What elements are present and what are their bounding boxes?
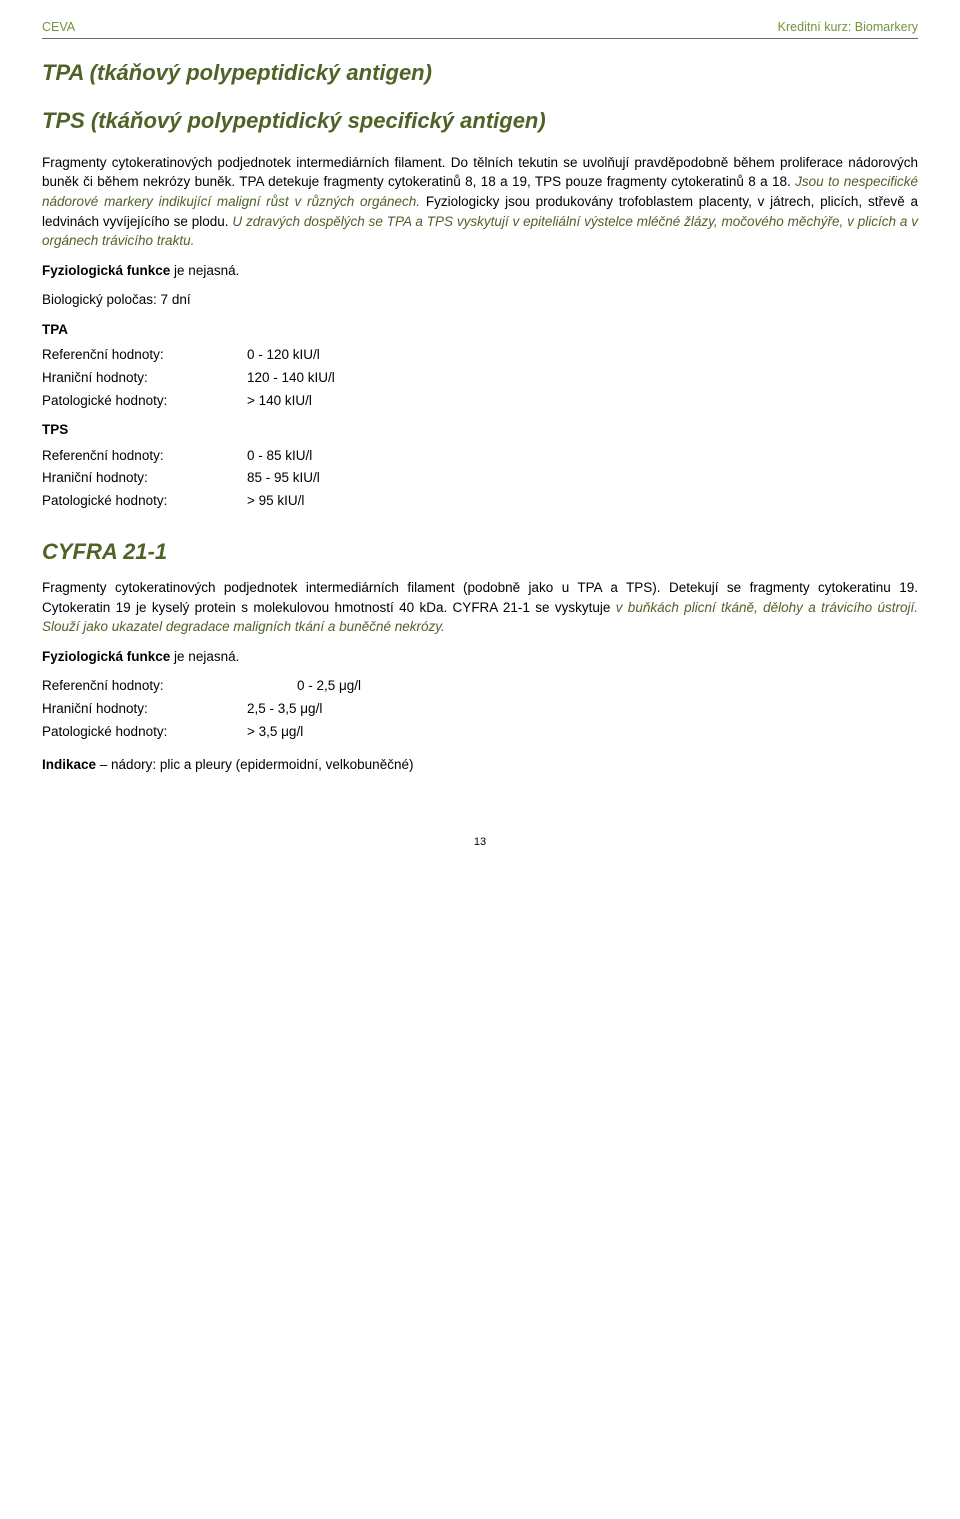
fyz-bold-1: Fyziologická funkce: [42, 263, 170, 278]
tps-ref-row: Referenční hodnoty: 0 - 85 kIU/l: [42, 446, 918, 466]
ind-rest: – nádory: plic a pleury (epidermoidní, v…: [96, 757, 413, 772]
page-number: 13: [42, 835, 918, 851]
section-title-cyfra: CYFRA 21-1: [42, 536, 918, 568]
tpa-pat-label: Patologické hodnoty:: [42, 391, 247, 411]
p1-text-a: Fragmenty cytokeratinových podjednotek i…: [42, 155, 918, 190]
tpa-ref-value: 0 - 120 kIU/l: [247, 345, 320, 365]
bio-polocas: Biologický poločas: 7 dní: [42, 290, 918, 310]
section1-paragraph: Fragmenty cytokeratinových podjednotek i…: [42, 153, 918, 251]
tpa-values: Referenční hodnoty: 0 - 120 kIU/l Hranič…: [42, 345, 918, 410]
tps-label: TPS: [42, 420, 918, 440]
indikace: Indikace – nádory: plic a pleury (epider…: [42, 755, 918, 775]
tpa-ref-row: Referenční hodnoty: 0 - 120 kIU/l: [42, 345, 918, 365]
header-right: Kreditní kurz: Biomarkery: [778, 18, 918, 36]
tps-values: Referenční hodnoty: 0 - 85 kIU/l Hraničn…: [42, 446, 918, 511]
tps-hr-row: Hraniční hodnoty: 85 - 95 kIU/l: [42, 468, 918, 488]
section-title-tpa: TPA (tkáňový polypeptidický antigen): [42, 57, 918, 89]
fyziologicka-funkce-1: Fyziologická funkce je nejasná.: [42, 261, 918, 281]
cyfra-values: Referenční hodnoty: 0 - 2,5 μg/l Hraničn…: [42, 676, 918, 741]
tps-pat-row: Patologické hodnoty: > 95 kIU/l: [42, 491, 918, 511]
ind-bold: Indikace: [42, 757, 96, 772]
cyfra-ref-row: Referenční hodnoty: 0 - 2,5 μg/l: [42, 676, 918, 696]
fyz-rest-2: je nejasná.: [170, 649, 239, 664]
cyfra-pat-label: Patologické hodnoty:: [42, 722, 247, 742]
header-left: CEVA: [42, 18, 75, 36]
tps-pat-label: Patologické hodnoty:: [42, 491, 247, 511]
tps-ref-value: 0 - 85 kIU/l: [247, 446, 312, 466]
tpa-pat-row: Patologické hodnoty: > 140 kIU/l: [42, 391, 918, 411]
tpa-hr-label: Hraniční hodnoty:: [42, 368, 247, 388]
cyfra-hr-label: Hraniční hodnoty:: [42, 699, 247, 719]
section2-paragraph: Fragmenty cytokeratinových podjednotek i…: [42, 578, 918, 637]
page: CEVA Kreditní kurz: Biomarkery TPA (tkáň…: [0, 0, 960, 891]
cyfra-pat-row: Patologické hodnoty: > 3,5 μg/l: [42, 722, 918, 742]
tps-hr-label: Hraniční hodnoty:: [42, 468, 247, 488]
tps-ref-label: Referenční hodnoty:: [42, 446, 247, 466]
tpa-hr-row: Hraniční hodnoty: 120 - 140 kIU/l: [42, 368, 918, 388]
cyfra-hr-value: 2,5 - 3,5 μg/l: [247, 699, 322, 719]
tps-pat-value: > 95 kIU/l: [247, 491, 304, 511]
fyz-bold-2: Fyziologická funkce: [42, 649, 170, 664]
tpa-ref-label: Referenční hodnoty:: [42, 345, 247, 365]
cyfra-pat-value: > 3,5 μg/l: [247, 722, 303, 742]
cyfra-ref-value: 0 - 2,5 μg/l: [297, 676, 361, 696]
section-title-tps: TPS (tkáňový polypeptidický specifický a…: [42, 105, 918, 137]
cyfra-ref-label: Referenční hodnoty:: [42, 676, 297, 696]
tpa-hr-value: 120 - 140 kIU/l: [247, 368, 335, 388]
page-header: CEVA Kreditní kurz: Biomarkery: [42, 18, 918, 39]
tpa-pat-value: > 140 kIU/l: [247, 391, 312, 411]
tps-hr-value: 85 - 95 kIU/l: [247, 468, 320, 488]
cyfra-hr-row: Hraniční hodnoty: 2,5 - 3,5 μg/l: [42, 699, 918, 719]
fyziologicka-funkce-2: Fyziologická funkce je nejasná.: [42, 647, 918, 667]
tpa-label: TPA: [42, 320, 918, 340]
fyz-rest-1: je nejasná.: [170, 263, 239, 278]
